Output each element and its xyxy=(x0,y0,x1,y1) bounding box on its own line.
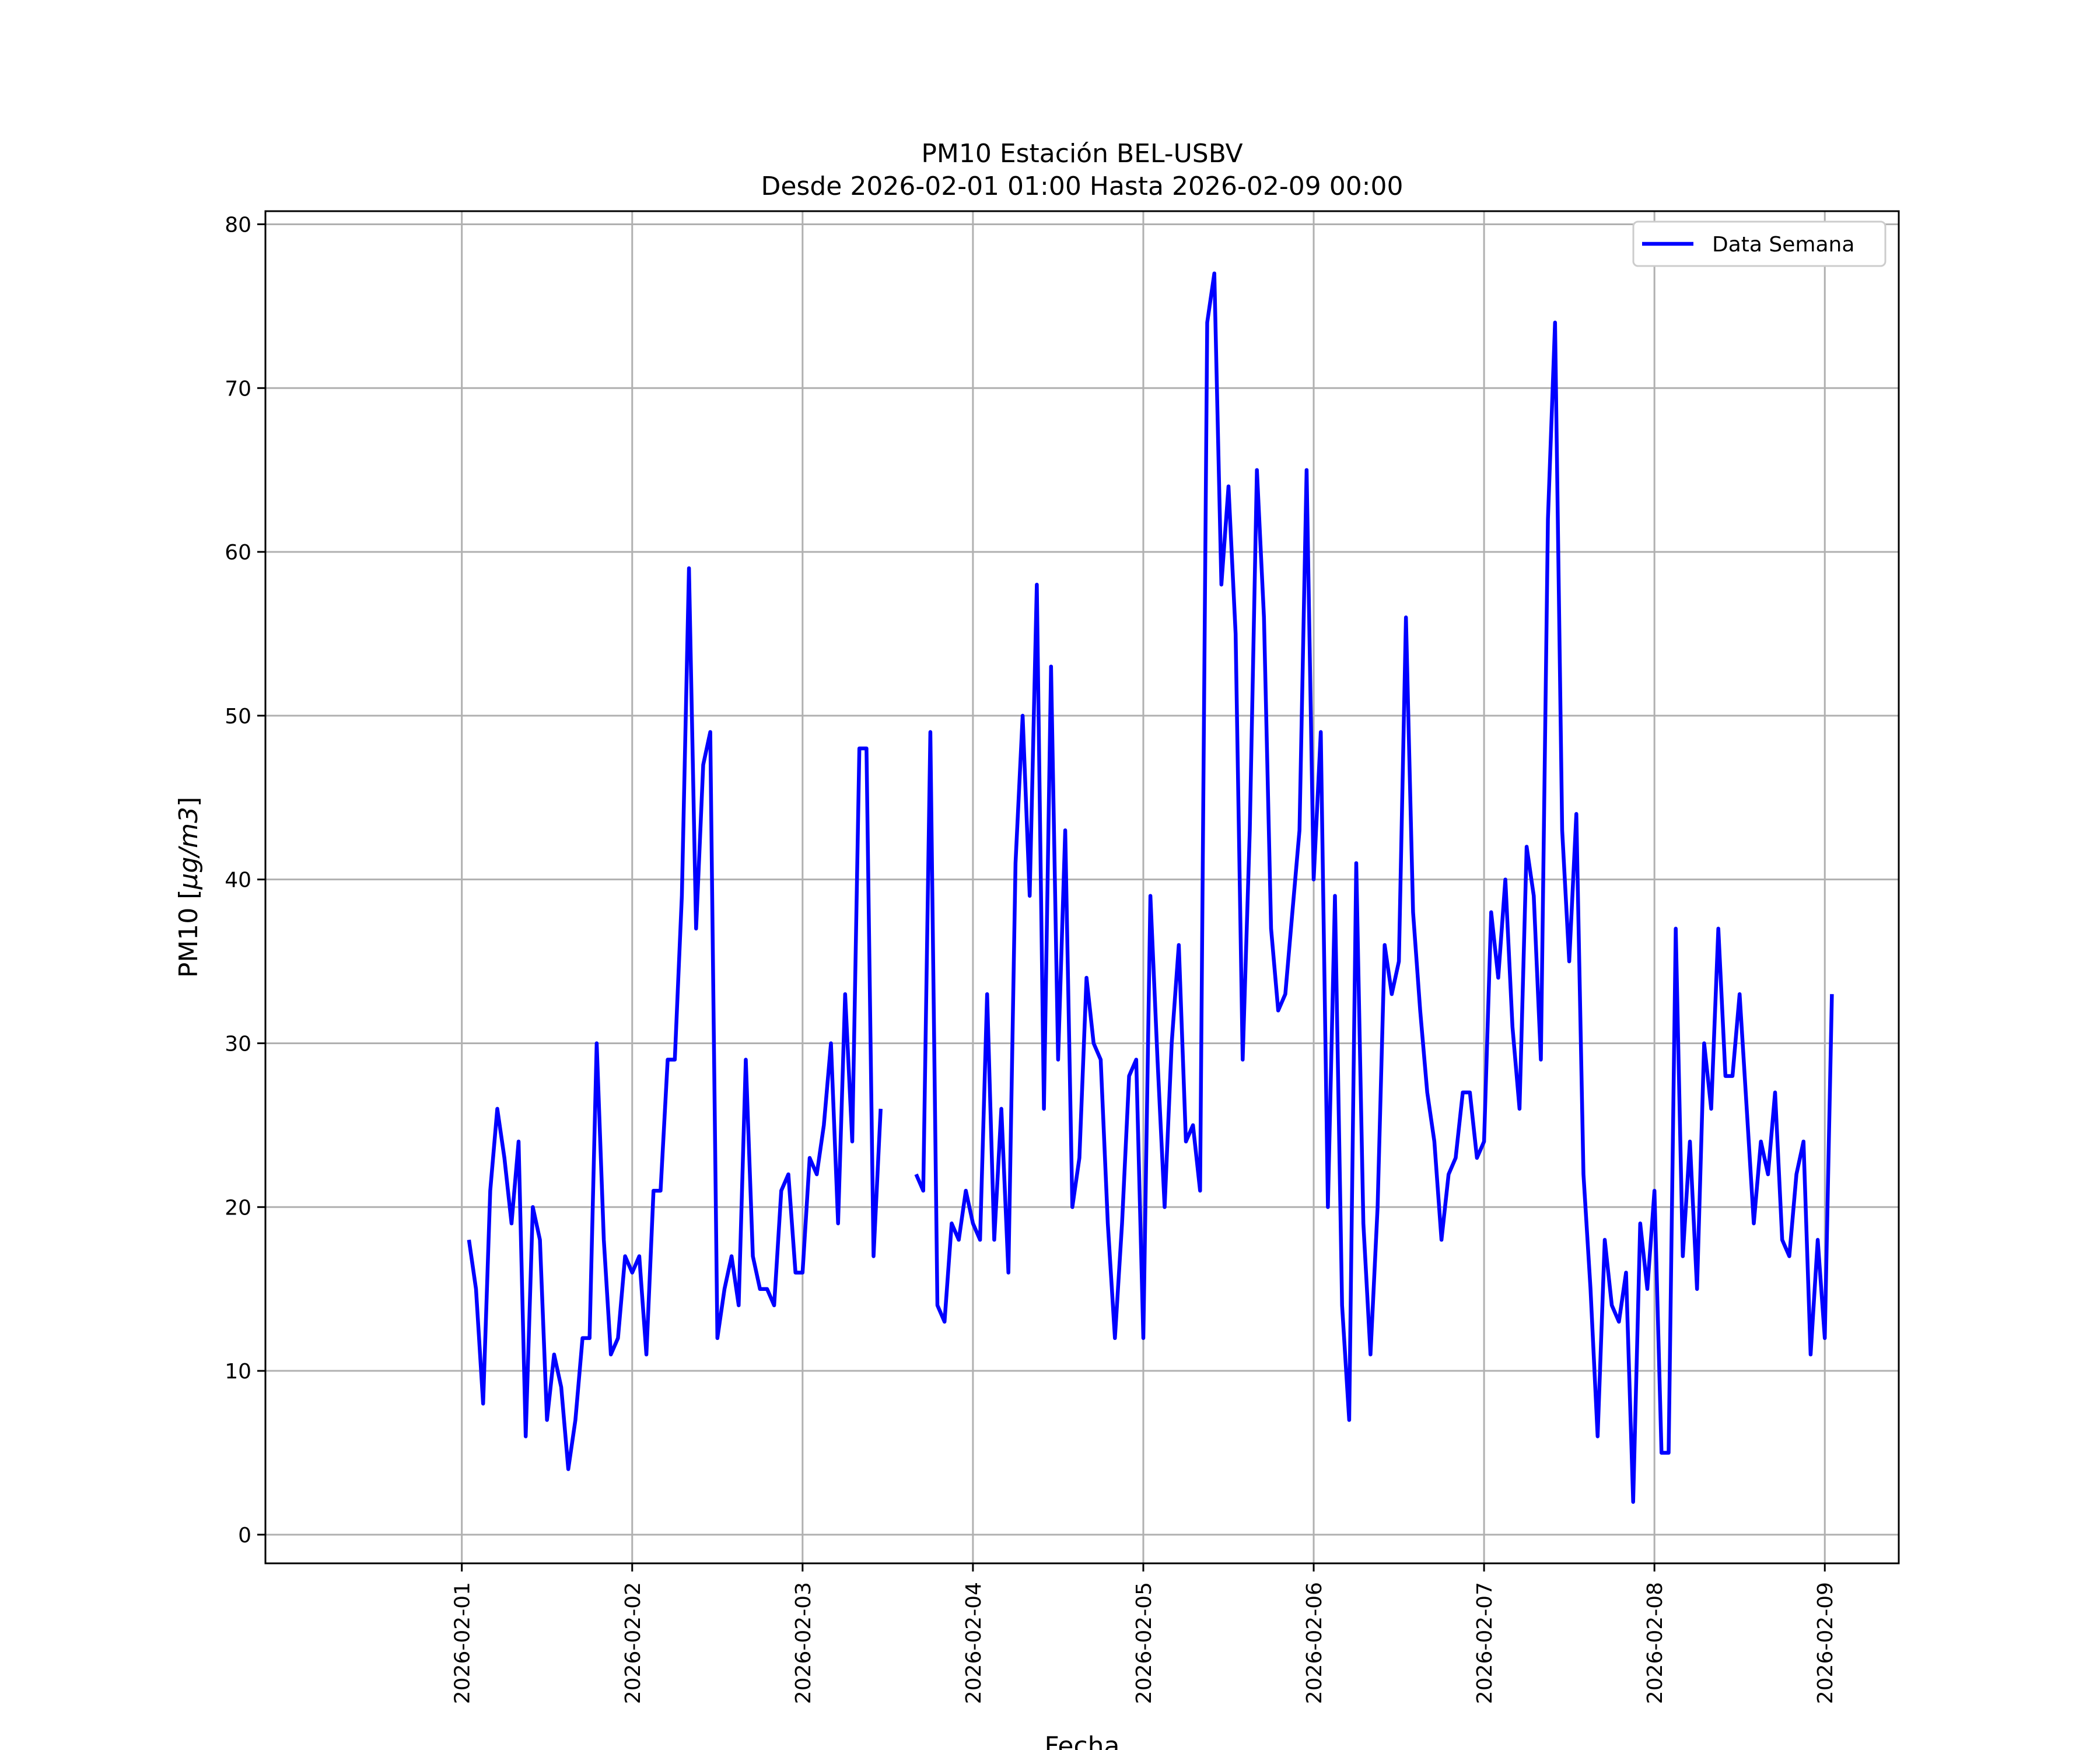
legend-box xyxy=(1632,220,1887,267)
x-tick-label: 2026-02-04 xyxy=(962,1582,986,1704)
y-tick-label: 20 xyxy=(225,1196,251,1220)
y-tick-label: 70 xyxy=(225,377,251,401)
y-tick-label: 80 xyxy=(225,213,251,237)
x-tick-label: 2026-02-02 xyxy=(621,1582,645,1704)
y-axis-label-unit: µg/m3 xyxy=(174,807,204,890)
legend: Data Semana xyxy=(1632,220,1887,267)
y-tick-label: 10 xyxy=(225,1360,251,1384)
x-axis-label: Fecha xyxy=(1044,1731,1119,1750)
x-tick-label: 2026-02-05 xyxy=(1132,1582,1156,1704)
chart-title-line1: PM10 Estación BEL-USBV xyxy=(921,139,1242,169)
x-tick-label: 2026-02-08 xyxy=(1643,1582,1667,1704)
series-layer xyxy=(467,271,1834,1504)
chart-title-line2: Desde 2026-02-01 01:00 Hasta 2026-02-09 … xyxy=(761,172,1403,201)
series-line-segment xyxy=(467,566,883,1471)
y-tick-label: 40 xyxy=(225,869,251,892)
y-tick-label: 60 xyxy=(225,541,251,565)
y-axis-label-prefix: PM10 [ xyxy=(174,890,204,978)
y-axis-label-suffix: ] xyxy=(174,797,204,807)
x-tick-label: 2026-02-09 xyxy=(1814,1582,1838,1704)
y-tick-label: 50 xyxy=(225,705,251,729)
y-axis-label: PM10 [µg/m3] xyxy=(174,797,204,978)
x-tick-label: 2026-02-07 xyxy=(1473,1582,1497,1704)
x-tick-label: 2026-02-03 xyxy=(792,1582,816,1704)
x-tick-label: 2026-02-06 xyxy=(1303,1582,1326,1704)
x-tick-label: 2026-02-01 xyxy=(451,1582,475,1704)
y-tick-label: 0 xyxy=(238,1524,251,1548)
series-line-segment xyxy=(914,271,1834,1504)
grid-lines xyxy=(265,211,1899,1563)
axis-ticks: 0 10 20 30 40 50 60 70 80 2026-02-01 2026-02-02 202… xyxy=(225,213,1838,1704)
y-tick-label: 30 xyxy=(225,1032,251,1056)
plot-frame xyxy=(264,210,1900,1564)
legend-label: Data Semana xyxy=(1712,233,1854,257)
